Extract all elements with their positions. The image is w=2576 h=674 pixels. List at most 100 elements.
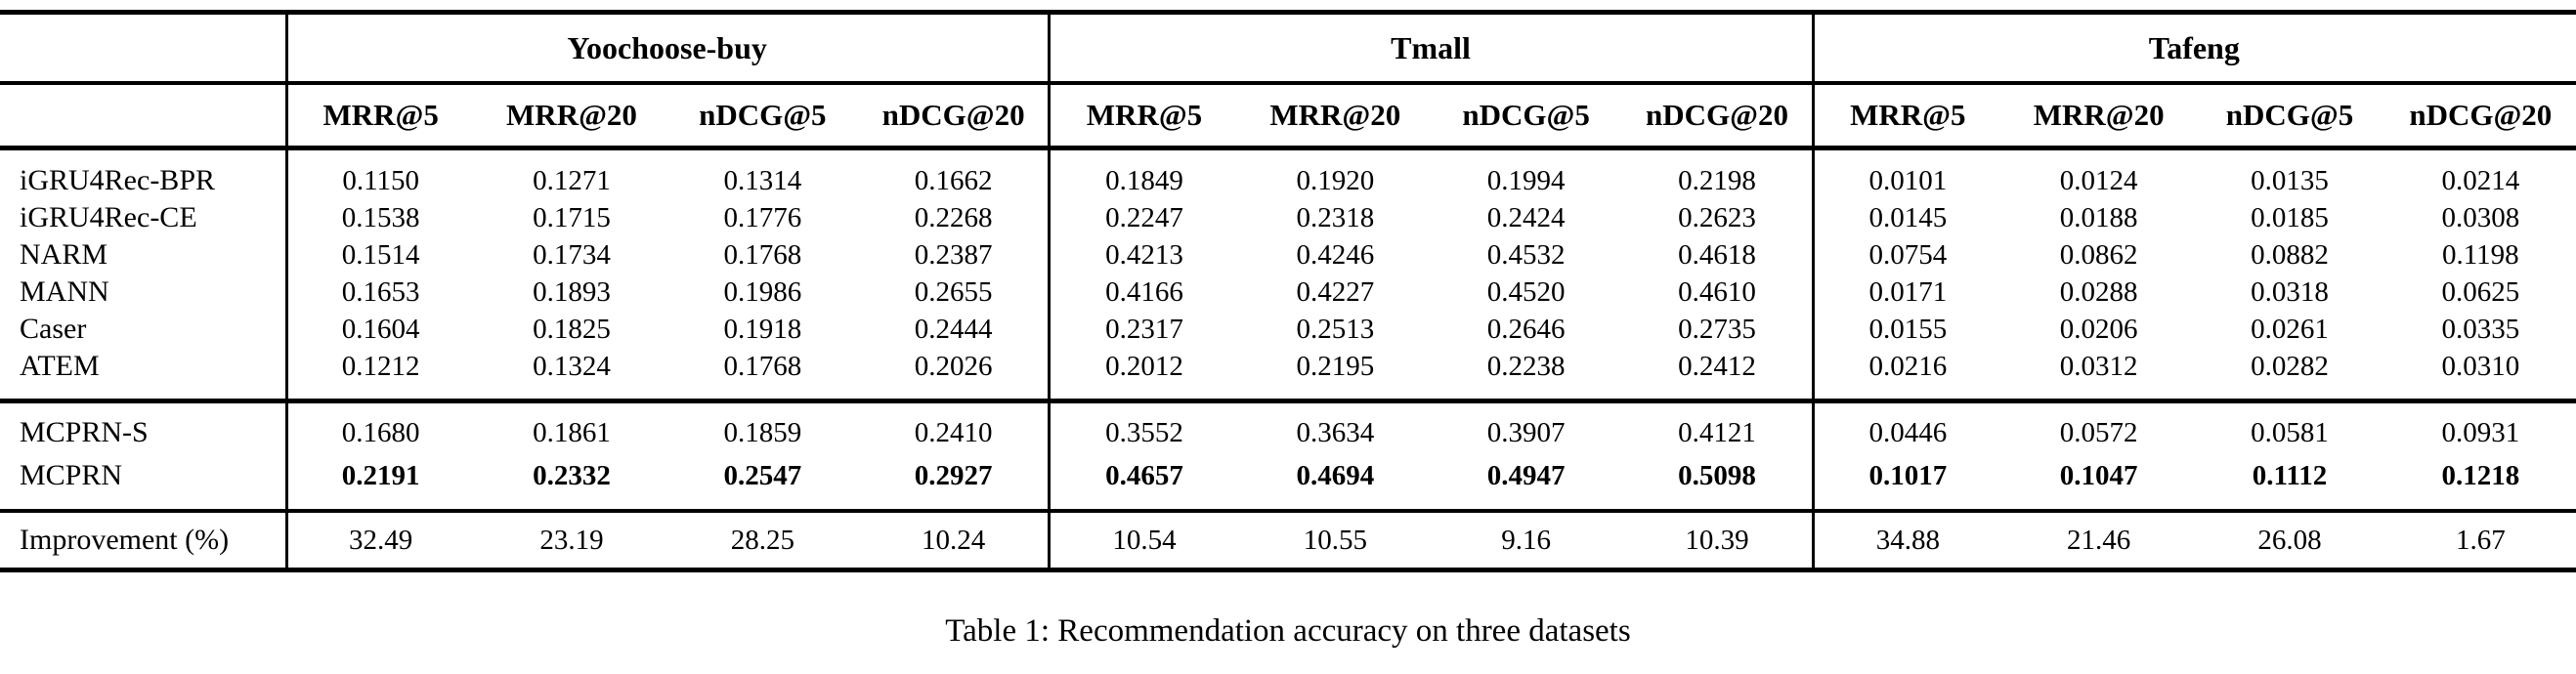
value-cell: 0.1768 xyxy=(723,238,802,271)
value-cell: 0.1150 xyxy=(342,164,419,196)
metric-header: MRR@20 xyxy=(2033,98,2165,132)
value-cell: 0.1849 xyxy=(1105,164,1183,196)
value-cell: 0.1198 xyxy=(2441,238,2519,271)
value-cell: 0.2268 xyxy=(914,201,993,233)
value-cell: 0.0101 xyxy=(1868,164,1948,196)
row-label: MANN xyxy=(20,275,109,308)
value-cell: 0.0135 xyxy=(2251,164,2329,196)
value-cell: 0.1768 xyxy=(723,350,802,382)
value-cell: 0.1514 xyxy=(341,238,420,271)
value-cell: 0.0308 xyxy=(2441,201,2520,233)
value-cell: 0.1653 xyxy=(341,275,420,308)
value-cell: 0.4532 xyxy=(1486,238,1566,271)
value-cell: 0.2238 xyxy=(1486,350,1566,382)
value-cell: 0.2195 xyxy=(1296,350,1375,382)
column-separator xyxy=(285,150,288,399)
row-label: iGRU4Rec-BPR xyxy=(20,164,216,196)
value-cell: 0.4520 xyxy=(1486,275,1566,308)
value-cell: 0.0572 xyxy=(2059,416,2138,448)
value-cell: 0.1314 xyxy=(723,164,802,196)
value-cell: 0.4610 xyxy=(1678,275,1756,308)
value-cell: 21.46 xyxy=(2067,524,2131,556)
value-cell: 0.2424 xyxy=(1486,201,1566,233)
value-cell: 0.0155 xyxy=(1868,313,1948,345)
value-cell: 0.1861 xyxy=(533,416,611,448)
value-cell: 9.16 xyxy=(1501,524,1552,556)
value-cell: 10.54 xyxy=(1112,524,1177,556)
value-cell: 0.2247 xyxy=(1105,201,1183,233)
column-separator xyxy=(1812,513,1815,568)
column-separator xyxy=(1812,85,1815,146)
value-cell: 28.25 xyxy=(730,524,794,556)
column-separator xyxy=(1048,150,1051,399)
value-cell: 0.4657 xyxy=(1105,459,1183,491)
value-cell: 0.2412 xyxy=(1678,350,1756,382)
value-cell: 0.0882 xyxy=(2251,238,2329,271)
value-cell: 0.1218 xyxy=(2441,459,2520,491)
value-cell: 0.1662 xyxy=(914,164,993,196)
row-label: iGRU4Rec-CE xyxy=(20,201,197,233)
value-cell: 0.0310 xyxy=(2441,350,2520,382)
value-cell: 0.0931 xyxy=(2441,416,2520,448)
value-cell: 0.1986 xyxy=(723,275,802,308)
value-cell: 0.5098 xyxy=(1678,459,1756,491)
value-cell: 0.4694 xyxy=(1296,459,1375,491)
value-cell: 0.0318 xyxy=(2251,275,2329,308)
value-cell: 0.1271 xyxy=(533,164,611,196)
metric-header: MRR@20 xyxy=(506,98,637,132)
value-cell: 26.08 xyxy=(2257,524,2322,556)
value-cell: 0.4618 xyxy=(1678,238,1756,271)
dataset-header-row: Yoochoose-buy Tmall Tafeng xyxy=(0,15,2576,81)
rule-top xyxy=(0,10,2576,15)
value-cell: 0.1324 xyxy=(533,350,611,382)
value-cell: 0.2623 xyxy=(1678,201,1756,233)
value-cell: 0.0335 xyxy=(2441,313,2520,345)
results-table: Yoochoose-buy Tmall Tafeng MRR@5 MRR@20 nD… xyxy=(0,10,2576,572)
value-cell: 0.2927 xyxy=(914,459,993,491)
value-cell: 0.1604 xyxy=(341,313,420,345)
value-cell: 0.1047 xyxy=(2059,459,2138,491)
value-cell: 0.0185 xyxy=(2251,201,2329,233)
metric-header: MRR@5 xyxy=(1086,98,1203,132)
value-cell: 0.3907 xyxy=(1486,416,1566,448)
column-separator xyxy=(285,15,288,81)
value-cell: 10.39 xyxy=(1685,524,1749,556)
value-cell: 0.2317 xyxy=(1105,313,1183,345)
row-label: MCPRN-S xyxy=(20,416,149,448)
value-cell: 0.0188 xyxy=(2059,201,2138,233)
column-separator xyxy=(285,403,288,509)
rule-after-baselines xyxy=(0,399,2576,403)
column-separator xyxy=(285,85,288,146)
value-cell: 0.1680 xyxy=(341,416,420,448)
value-cell: 0.1538 xyxy=(341,201,420,233)
value-cell: 0.1920 xyxy=(1296,164,1375,196)
value-cell: 0.0214 xyxy=(2441,164,2520,196)
metric-header: nDCG@5 xyxy=(1462,98,1590,132)
improvement-section: Improvement (%) 32.49 23.19 28.25 10.24 10.54… xyxy=(0,513,2576,568)
group-header-tafeng: Tafeng xyxy=(2148,29,2240,65)
value-cell: 0.4121 xyxy=(1678,416,1756,448)
value-cell: 0.2198 xyxy=(1678,164,1756,196)
value-cell: 0.2513 xyxy=(1296,313,1375,345)
value-cell: 0.1734 xyxy=(533,238,611,271)
metric-header: nDCG@20 xyxy=(1646,98,1788,132)
value-cell: 0.2332 xyxy=(533,459,611,491)
group-header-tmall: Tmall xyxy=(1391,29,1471,65)
value-cell: 0.2318 xyxy=(1296,201,1375,233)
metric-header: nDCG@20 xyxy=(2409,98,2553,132)
value-cell: 0.1994 xyxy=(1486,164,1566,196)
metric-header: nDCG@20 xyxy=(881,98,1025,132)
value-cell: 0.2444 xyxy=(914,313,993,345)
value-cell: 0.0282 xyxy=(2251,350,2329,382)
value-cell: 1.67 xyxy=(2455,524,2506,556)
column-separator xyxy=(1812,403,1815,509)
column-separator xyxy=(1048,15,1051,81)
value-cell: 0.1715 xyxy=(533,201,611,233)
column-separator xyxy=(1048,85,1051,146)
value-cell: 0.0754 xyxy=(1868,238,1948,271)
value-cell: 0.2735 xyxy=(1678,313,1756,345)
value-cell: 0.0581 xyxy=(2251,416,2329,448)
value-cell: 0.2191 xyxy=(341,459,420,491)
value-cell: 0.1893 xyxy=(533,275,611,308)
value-cell: 0.4227 xyxy=(1296,275,1375,308)
